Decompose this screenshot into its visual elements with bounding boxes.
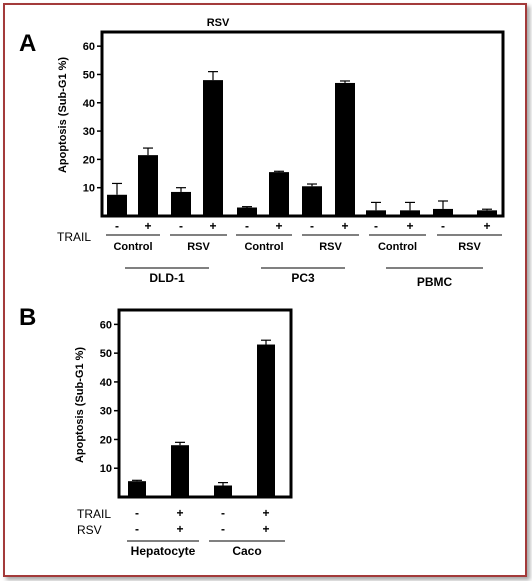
panel-b-ytick-label: 60 bbox=[100, 319, 112, 331]
figure-frame: A RSV Apoptosis (Sub-G1 %) B Apoptosis (… bbox=[3, 3, 527, 577]
bar-a-7 bbox=[302, 186, 322, 216]
panel-a-treatment-label: RSV bbox=[187, 241, 210, 253]
panel-b-cellline-label: Hepatocyte bbox=[131, 544, 196, 558]
panel-a-header: RSV bbox=[207, 17, 230, 29]
bar-a-1 bbox=[107, 194, 127, 216]
panel-b-label: B bbox=[19, 304, 36, 331]
bar-b-4 bbox=[257, 344, 275, 497]
bar-a-4 bbox=[203, 80, 223, 216]
trail-sign-a-12: + bbox=[483, 219, 490, 233]
panel-b-row-label-rsv: RSV bbox=[77, 523, 102, 537]
panel-a-ytick-label: 20 bbox=[83, 154, 95, 166]
panel-a-marks: 10 20 30 40 50 60 - + - + - + - + - + - + TRAIL Control RSV C… bbox=[57, 30, 505, 289]
rsv-sign-b-2: + bbox=[176, 522, 183, 536]
trail-sign-b-1: - bbox=[135, 506, 139, 520]
bar-a-3 bbox=[171, 191, 191, 216]
trail-sign-a-9: - bbox=[374, 219, 378, 233]
panel-b-ytick-label: 20 bbox=[100, 434, 112, 446]
panel-a-row-label-trail: TRAIL bbox=[57, 230, 91, 244]
trail-sign-a-1: - bbox=[115, 219, 119, 233]
panel-a-ytick-label: 40 bbox=[83, 98, 95, 110]
panel-a-ytick-label: 10 bbox=[83, 183, 95, 195]
panel-a-treatment-label: RSV bbox=[319, 241, 342, 253]
panel-a-treatment-label: Control bbox=[244, 241, 283, 253]
panel-a-treatment-label: RSV bbox=[458, 241, 481, 253]
rsv-sign-b-4: + bbox=[262, 522, 269, 536]
panel-b-marks: 10 20 30 40 50 60 - - + + - - + + TRAIL RSV Hepatocyte Ca… bbox=[77, 308, 293, 558]
bar-a-2 bbox=[138, 155, 158, 216]
trail-sign-b-3: - bbox=[221, 506, 225, 520]
panel-b-ylabel: Apoptosis (Sub-G1 %) bbox=[74, 347, 86, 463]
bar-b-1 bbox=[128, 481, 146, 497]
panel-a-label: A bbox=[19, 30, 36, 57]
bar-a-11 bbox=[433, 208, 453, 216]
rsv-sign-b-3: - bbox=[221, 522, 225, 536]
panel-a-treatment-label: Control bbox=[113, 241, 152, 253]
panel-a-ytick-label: 30 bbox=[83, 126, 95, 138]
trail-sign-a-8: + bbox=[341, 219, 348, 233]
trail-sign-a-5: - bbox=[245, 219, 249, 233]
panel-b-ytick-label: 10 bbox=[100, 463, 112, 475]
panel-b-plot-frame bbox=[117, 308, 293, 499]
trail-sign-a-6: + bbox=[275, 219, 282, 233]
panel-b-ytick-label: 40 bbox=[100, 377, 112, 389]
rsv-sign-b-1: - bbox=[135, 522, 139, 536]
panel-a-cellline-label: PC3 bbox=[291, 271, 315, 285]
panel-a-treatment-label: Control bbox=[378, 241, 417, 253]
panel-b-cellline-label: Caco bbox=[232, 544, 261, 558]
bar-a-8 bbox=[335, 82, 355, 216]
panel-a-ytick-label: 60 bbox=[83, 41, 95, 53]
trail-sign-a-4: + bbox=[209, 219, 216, 233]
trail-sign-a-3: - bbox=[179, 219, 183, 233]
panel-b-ytick-label: 30 bbox=[100, 406, 112, 418]
panel-a-ytick-label: 50 bbox=[83, 69, 95, 81]
panel-b-row-label-trail: TRAIL bbox=[77, 507, 111, 521]
trail-sign-b-4: + bbox=[262, 506, 269, 520]
bar-b-2 bbox=[171, 445, 189, 497]
trail-sign-a-10: + bbox=[406, 219, 413, 233]
figure-svg: A RSV Apoptosis (Sub-G1 %) B Apoptosis (… bbox=[19, 17, 505, 558]
panel-a-cellline-label: DLD-1 bbox=[149, 271, 185, 285]
panel-b-ytick-label: 50 bbox=[100, 348, 112, 360]
bar-b-3 bbox=[214, 485, 232, 497]
trail-sign-a-2: + bbox=[144, 219, 151, 233]
bar-a-9 bbox=[366, 210, 386, 216]
bar-a-12 bbox=[477, 210, 497, 216]
panel-a-cellline-label: PBMC bbox=[417, 275, 453, 289]
panel-a-ylabel: Apoptosis (Sub-G1 %) bbox=[57, 57, 69, 173]
trail-sign-b-2: + bbox=[176, 506, 183, 520]
bar-a-6 bbox=[269, 172, 289, 216]
trail-sign-a-7: - bbox=[310, 219, 314, 233]
bar-a-10 bbox=[400, 210, 420, 216]
bar-a-5 bbox=[237, 207, 257, 216]
trail-sign-a-11: - bbox=[441, 219, 445, 233]
